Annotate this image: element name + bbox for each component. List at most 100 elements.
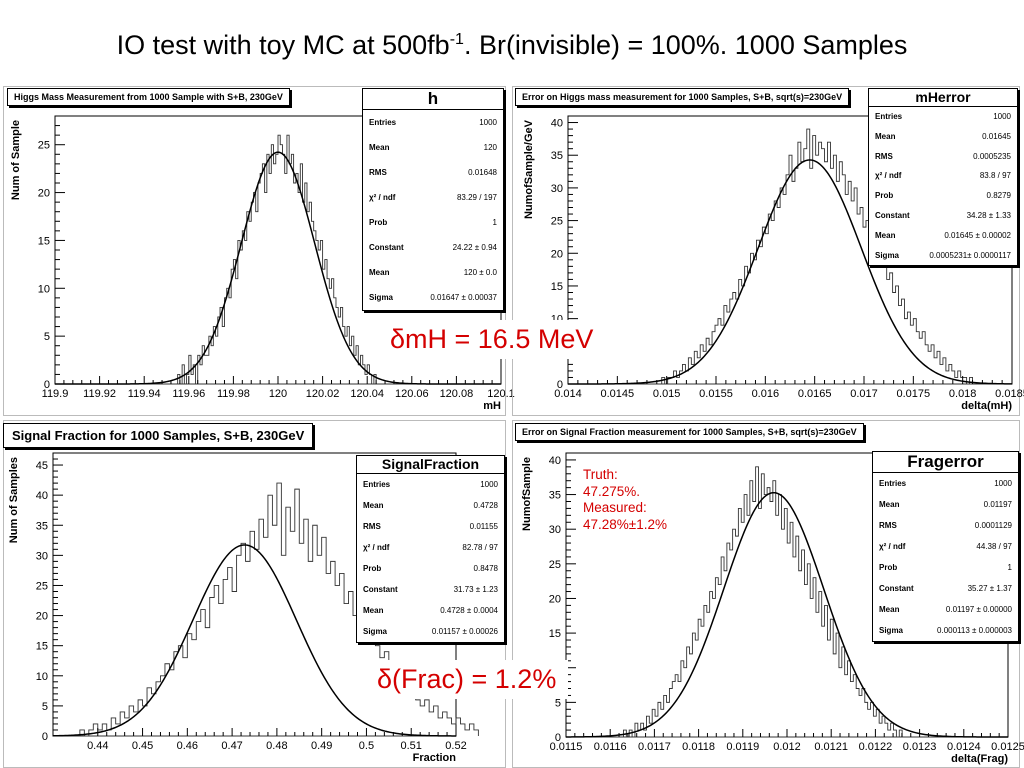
stats-value: 0.01155 xyxy=(469,522,498,531)
stats-label: Mean xyxy=(875,230,896,240)
stats-label: Sigma xyxy=(363,627,388,636)
stats-row: Sigma 0.01647 ± 0.00037 xyxy=(363,285,503,310)
stats-row: Mean 120 ± 0.0 xyxy=(363,260,503,285)
slide-title-text: IO test with toy MC at 500fb xyxy=(116,30,450,60)
stats-value: 24.22 ± 0.94 xyxy=(452,243,497,252)
y-axis-label: NumofSample/GeV xyxy=(523,119,535,219)
stats-label: RMS xyxy=(369,168,387,177)
x-tick-label: 120.06 xyxy=(395,388,429,400)
panel-title: Error on Higgs mass measurement for 1000… xyxy=(515,88,850,106)
y-tick-label: 15 xyxy=(36,641,48,653)
x-axis-label: delta(mH) xyxy=(961,400,1012,412)
x-tick-label: 0.0155 xyxy=(699,388,733,400)
stats-label: Constant xyxy=(875,210,910,220)
x-tick-label: 0.47 xyxy=(221,740,242,752)
stats-row: Constant 34.28 ± 1.33 xyxy=(869,206,1017,226)
stats-value: 82.78 / 97 xyxy=(462,543,498,552)
stats-label: Sigma xyxy=(879,626,904,635)
stats-row: Entries 1000 xyxy=(869,107,1017,127)
x-tick-label: 0.016 xyxy=(752,388,780,400)
x-tick-label: 0.0125 xyxy=(991,741,1024,753)
x-tick-label: 0.0119 xyxy=(726,741,759,753)
stats-row: RMS 0.0005235 xyxy=(869,147,1017,167)
x-tick-label: 119.96 xyxy=(172,388,205,400)
y-tick-label: 10 xyxy=(36,671,48,683)
stats-value: 0.4728 xyxy=(473,501,498,510)
stats-label: Mean xyxy=(879,605,900,614)
stats-label: Mean xyxy=(363,501,384,510)
y-tick-label: 15 xyxy=(551,281,563,293)
x-tick-label: 120 xyxy=(269,388,287,400)
x-tick-label: 0.51 xyxy=(401,740,422,752)
stats-row: Mean 0.01197 ± 0.00000 xyxy=(873,599,1018,620)
stats-value: 0.0005235 xyxy=(973,151,1011,161)
x-tick-label: 0.015 xyxy=(653,388,681,400)
stats-label: Entries xyxy=(363,480,391,489)
x-tick-label: 0.44 xyxy=(87,740,108,752)
x-tick-label: 0.45 xyxy=(132,740,153,752)
stats-box: Fragerror Entries 1000 Mean 0.01197 RMS 0.0001… xyxy=(872,451,1019,642)
x-axis-label: mH xyxy=(483,400,501,412)
stats-row: Mean 0.01645 xyxy=(869,127,1017,147)
stats-label: Prob xyxy=(369,218,388,227)
y-tick-label: 0 xyxy=(557,379,563,391)
x-tick-label: 0.49 xyxy=(311,740,332,752)
y-tick-label: 0 xyxy=(555,732,561,744)
stats-value: 35.27 ± 1.37 xyxy=(967,584,1012,593)
histogram-bars xyxy=(661,128,973,385)
x-tick-label: 0.0123 xyxy=(903,741,937,753)
slide-title-rest: . Br(invisible) = 100%. 1000 Samples xyxy=(463,30,908,60)
stats-row: Mean 0.01197 xyxy=(873,494,1018,515)
y-tick-label: 40 xyxy=(549,455,561,467)
x-tick-label: 0.012 xyxy=(773,741,801,753)
x-tick-label: 0.018 xyxy=(949,388,977,400)
stats-row: Mean 0.01645 ± 0.00002 xyxy=(869,226,1017,246)
panel-signal-fraction: 0.44 0.45 0.46 0.47 0.48 0.49 0.5 0.51 0.52 0 5 10 1… xyxy=(3,420,506,768)
stats-value: 0.0001129 xyxy=(974,521,1012,530)
stats-value: 83.8 / 97 xyxy=(979,171,1011,181)
stats-box-title: h xyxy=(363,89,503,110)
y-tick-label: 35 xyxy=(549,490,561,502)
stats-label: Mean xyxy=(879,500,900,509)
x-tick-label: 0.0121 xyxy=(814,741,848,753)
y-tick-label: 25 xyxy=(549,559,561,571)
stats-row: Mean 0.4728 xyxy=(357,495,504,516)
stats-box-title: Fragerror xyxy=(873,452,1018,473)
panel-title: Error on Signal Fraction measurement for… xyxy=(515,423,864,441)
histogram-bars xyxy=(177,134,379,385)
stats-row: RMS 0.01648 xyxy=(363,160,503,185)
y-tick-label: 10 xyxy=(38,283,50,295)
stats-row: Prob 1 xyxy=(873,557,1018,578)
stats-value: 34.28 ± 1.33 xyxy=(966,210,1011,220)
stats-row: Prob 0.8478 xyxy=(357,558,504,579)
x-tick-label: 120.04 xyxy=(350,388,384,400)
stats-row: Sigma 0.01157 ± 0.00026 xyxy=(357,621,504,642)
y-tick-label: 35 xyxy=(36,520,48,532)
stats-row: Sigma 0.0005231± 0.0000117 xyxy=(869,246,1017,266)
x-tick-label: 0.0118 xyxy=(682,741,715,753)
y-axis-label: Num of Sample xyxy=(10,120,22,200)
y-tick-label: 5 xyxy=(555,697,561,709)
x-tick-label: 119.94 xyxy=(128,388,161,400)
stats-label: χ² / ndf xyxy=(369,193,396,202)
panel-frame xyxy=(512,86,1020,416)
stats-row: Constant 31.73 ± 1.23 xyxy=(357,579,504,600)
panel-frac-error: 0.0115 0.0116 0.0117 0.0118 0.0119 0.012 0.012… xyxy=(512,420,1024,768)
stats-row: Entries 1000 xyxy=(363,110,503,135)
stats-value: 1000 xyxy=(994,479,1012,488)
y-tick-label: 30 xyxy=(36,550,48,562)
stats-row: Entries 1000 xyxy=(873,473,1018,494)
stats-label: Mean xyxy=(363,606,384,615)
panel-title: Higgs Mass Measurement from 1000 Sample … xyxy=(7,88,290,106)
stats-row: χ² / ndf 82.78 / 97 xyxy=(357,537,504,558)
stats-label: RMS xyxy=(875,151,893,161)
stats-row: Mean 120 xyxy=(363,135,503,160)
y-axis-label: NumofSample xyxy=(521,457,533,531)
stats-row: Constant 24.22 ± 0.94 xyxy=(363,235,503,260)
x-tick-label: 0.0124 xyxy=(947,741,981,753)
stats-label: Mean xyxy=(875,131,896,141)
x-tick-label: 0.5 xyxy=(359,740,374,752)
stats-row: χ² / ndf 83.8 / 97 xyxy=(869,166,1017,186)
y-tick-label: 15 xyxy=(549,628,561,640)
stats-label: χ² / ndf xyxy=(363,543,390,552)
